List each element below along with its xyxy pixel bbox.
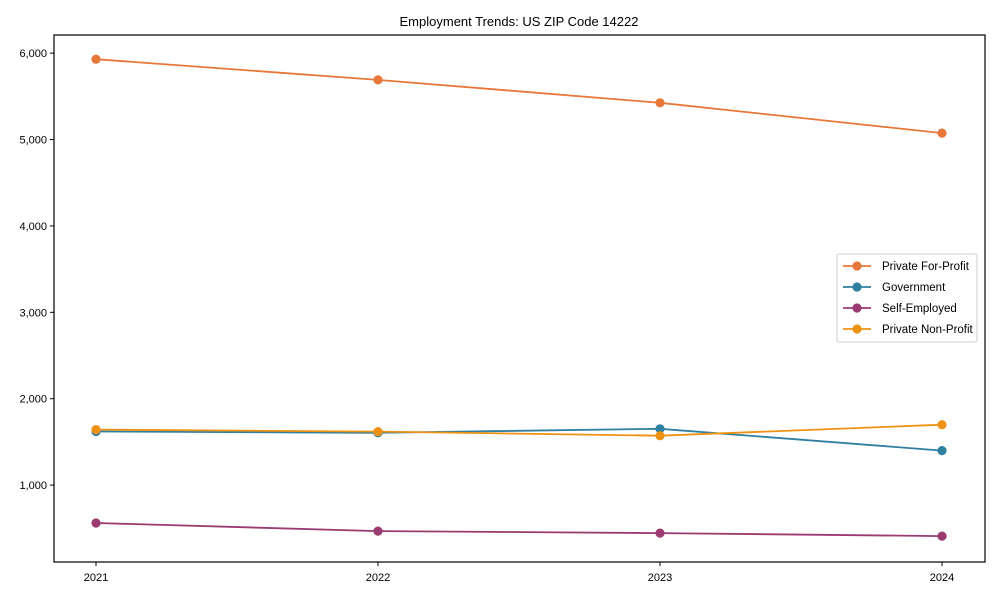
legend-label: Private For-Profit bbox=[882, 261, 970, 273]
legend-item: Government bbox=[843, 282, 946, 294]
x-axis: 2021 2022 2023 2024 bbox=[84, 562, 954, 584]
data-point bbox=[373, 526, 383, 536]
legend-item: Self-Employed bbox=[843, 303, 957, 315]
y-tick-label: 5,000 bbox=[19, 135, 47, 147]
legend-label: Self-Employed bbox=[882, 303, 957, 315]
series-line bbox=[95, 522, 943, 537]
data-point bbox=[937, 531, 947, 541]
legend-marker-icon bbox=[852, 324, 862, 334]
data-point bbox=[655, 431, 665, 441]
data-point bbox=[91, 54, 101, 64]
data-point bbox=[655, 98, 665, 108]
legend-marker-icon bbox=[852, 282, 862, 292]
legend-label: Government bbox=[882, 282, 946, 294]
plot-frame bbox=[53, 34, 986, 563]
y-tick-label: 4,000 bbox=[19, 221, 47, 233]
x-tick-label: 2024 bbox=[930, 572, 954, 584]
data-point bbox=[655, 528, 665, 538]
legend-item: Private Non-Profit bbox=[843, 324, 974, 336]
legend-label: Private Non-Profit bbox=[882, 324, 974, 336]
series-self-employed bbox=[91, 518, 947, 541]
data-point bbox=[91, 425, 101, 435]
series-layer bbox=[91, 54, 947, 541]
legend-marker-icon bbox=[852, 261, 862, 271]
data-point bbox=[655, 424, 665, 434]
legend: Private For-Profit Government Self-Employe… bbox=[836, 253, 978, 343]
legend-marker-icon bbox=[852, 303, 862, 313]
series-private-non-profit bbox=[91, 420, 947, 441]
data-point bbox=[937, 128, 947, 138]
x-tick-label: 2023 bbox=[648, 572, 672, 584]
data-point bbox=[373, 427, 383, 437]
data-point bbox=[937, 446, 947, 456]
series-line bbox=[95, 427, 943, 452]
series-line bbox=[95, 423, 943, 437]
data-point bbox=[373, 75, 383, 85]
x-tick-label: 2022 bbox=[366, 572, 390, 584]
x-tick-label: 2021 bbox=[84, 572, 108, 584]
legend-box bbox=[836, 253, 978, 343]
y-tick-label: 1,000 bbox=[19, 480, 47, 492]
y-tick-label: 6,000 bbox=[19, 48, 47, 60]
y-tick-label: 2,000 bbox=[19, 394, 47, 406]
series-private-for-profit bbox=[91, 54, 947, 138]
chart-title: Employment Trends: US ZIP Code 14222 bbox=[400, 14, 639, 29]
series-line bbox=[95, 58, 943, 134]
y-tick-label: 3,000 bbox=[19, 307, 47, 319]
y-axis: 1,000 2,000 3,000 4,000 5,000 6,000 bbox=[19, 48, 54, 492]
legend-item: Private For-Profit bbox=[843, 261, 970, 273]
data-point bbox=[91, 518, 101, 528]
data-point bbox=[937, 420, 947, 430]
